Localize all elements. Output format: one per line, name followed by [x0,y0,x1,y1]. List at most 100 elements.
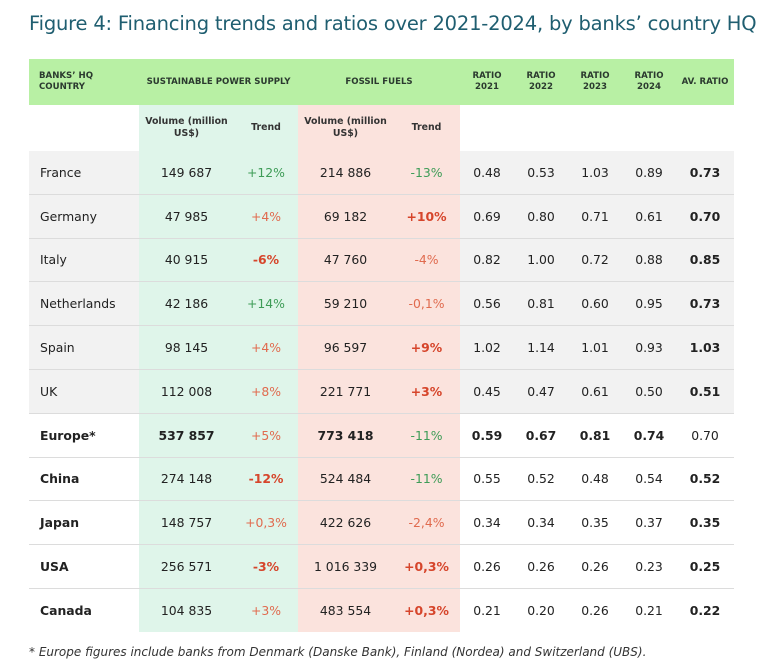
row-av-ratio: 0.51 [676,369,735,414]
row-ratio-2021: 0.82 [460,238,515,283]
row-ff-volume: 422 626 [298,500,394,546]
row-ff-trend: +9% [393,325,461,370]
row-ratio-2023: 0.26 [581,602,609,618]
row-country: Spain [29,325,139,370]
row-sp-volume: 148 757 [139,500,234,546]
row-ff-volume: 1 016 339 [298,544,394,589]
row-ratio-2022: 0.67 [514,413,569,458]
table-row: UK 112 008 +8% 221 771 +3% 0.45 0.47 0.6… [29,369,735,414]
row-sp-volume: 112 008 [139,369,234,414]
table-row: Europe* 537 857 +5% 773 418 -11% 0.59 0.… [29,413,735,458]
header-ratio-2022: RATIO 2022 [514,59,569,105]
row-sp-trend: +0,3% [234,500,299,546]
row-country: Japan [29,500,139,546]
row-ratio-2023: 0.60 [568,281,623,327]
row-av-ratio: 0.52 [676,457,735,502]
row-country: Italy [29,238,139,283]
row-ratio-2022: 0.80 [514,194,569,239]
subheader-sp-volume: Volume (million US$) [139,105,234,151]
row-av-ratio: 1.03 [676,325,735,370]
header-ratio-2024: RATIO 2024 [622,59,677,105]
row-sp-volume: 40 915 [139,238,234,283]
figure-title: Figure 4: Financing trends and ratios ov… [29,12,757,35]
table-row: Canada 104 835 +3% 483 554 +0,3% 0.21 0.… [29,588,734,632]
header-country: BANKS’ HQ COUNTRY [29,59,139,105]
row-ff-trend: -13% [393,151,461,195]
row-sp-volume: 149 687 [139,151,234,195]
row-ratio-2021: 1.02 [460,325,515,370]
footnote: * Europe figures include banks from Denm… [29,645,647,659]
row-ratio-2024: 0.23 [622,544,677,589]
subheader-sp-trend: Trend [234,105,299,151]
header-ratio-2021: RATIO 2021 [460,59,515,105]
row-ratio-2022: 1.00 [514,238,569,283]
row-ratio-2023: 0.81 [568,413,623,458]
row-av-ratio: 0.73 [676,151,735,195]
row-ratio-2021: 0.55 [460,457,515,502]
row-ratio-2022: 0.26 [514,544,569,589]
row-country: USA [29,544,139,589]
row-ratio-2022: 0.47 [514,369,569,414]
row-ratio-2024: 0.88 [622,238,677,283]
row-ratio-2021: 0.56 [460,281,515,327]
row-sp-volume: 104 835 [139,588,234,632]
row-sp-trend: -6% [234,238,299,283]
header-sustainable: SUSTAINABLE POWER SUPPLY [139,59,299,105]
row-av-ratio: 0.85 [676,238,735,283]
row-ratio-2022: 0.53 [514,151,569,195]
row-country: Europe* [29,413,139,458]
row-country: France [29,151,139,195]
row-ratio-2023: 0.48 [568,457,623,502]
row-ratio-2024: 0.54 [622,457,677,502]
row-ratio-2024: 0.95 [622,281,677,327]
header-av-ratio: AV. RATIO [676,59,735,105]
row-ff-trend: +10% [393,194,461,239]
row-ratio-2022: 0.34 [514,500,569,546]
row-av-ratio: 0.35 [676,500,735,546]
table-row: Netherlands 42 186 +14% 59 210 -0,1% 0.5… [29,281,735,327]
row-av-ratio: 0.25 [676,544,735,589]
row-ratio-2021: 0.59 [460,413,515,458]
row-ff-volume: 773 418 [298,413,394,458]
row-ff-volume: 221 771 [298,369,394,414]
row-sp-trend: +5% [234,413,299,458]
row-ff-volume: 69 182 [298,194,394,239]
table-row: USA 256 571 -3% 1 016 339 +0,3% 0.26 0.2… [29,544,735,589]
row-sp-trend: +12% [234,151,299,195]
row-ratio-2021: 0.45 [460,369,515,414]
row-sp-trend: +4% [234,325,299,370]
row-ratio-2024: 0.89 [622,151,677,195]
row-ff-volume: 47 760 [298,238,394,283]
row-sp-volume: 256 571 [139,544,234,589]
row-ratio-2023: 0.26 [568,544,623,589]
row-ratio-2023: 0.35 [568,500,623,546]
row-ratio-2024: 0.21 [635,602,663,618]
header-ratio-2023: RATIO 2023 [568,59,623,105]
row-ff-volume: 214 886 [298,151,394,195]
row-av-ratio: 0.70 [676,194,735,239]
row-ff-volume: 483 554 [298,588,394,632]
row-sp-trend: +3% [234,588,299,632]
financing-table: BANKS’ HQ COUNTRY SUSTAINABLE POWER SUPP… [29,59,735,632]
subheader-ff-trend: Trend [393,105,461,151]
row-ff-trend: -11% [393,457,461,502]
row-ff-trend: -11% [393,413,461,458]
row-ratio-2024: 0.93 [622,325,677,370]
row-ratio-2021: 0.26 [460,544,515,589]
row-ff-volume: 524 484 [298,457,394,502]
row-country: Canada [40,602,92,618]
subheader-row: Volume (million US$) Trend Volume (milli… [29,105,734,151]
row-av-ratio: 0.73 [676,281,735,327]
row-av-ratio: 0.70 [676,413,735,458]
row-ratio-2023: 0.71 [568,194,623,239]
row-ratio-2024: 0.50 [622,369,677,414]
row-sp-trend: -12% [234,457,299,502]
row-sp-volume: 42 186 [139,281,234,327]
row-ratio-2022: 0.81 [514,281,569,327]
row-sp-trend: -3% [234,544,299,589]
table-row: China 274 148 -12% 524 484 -11% 0.55 0.5… [29,457,735,502]
row-ratio-2023: 0.61 [568,369,623,414]
row-av-ratio: 0.22 [689,602,721,618]
subheader-ff-volume: Volume (million US$) [298,105,394,151]
header-fossil: FOSSIL FUELS [298,59,461,105]
